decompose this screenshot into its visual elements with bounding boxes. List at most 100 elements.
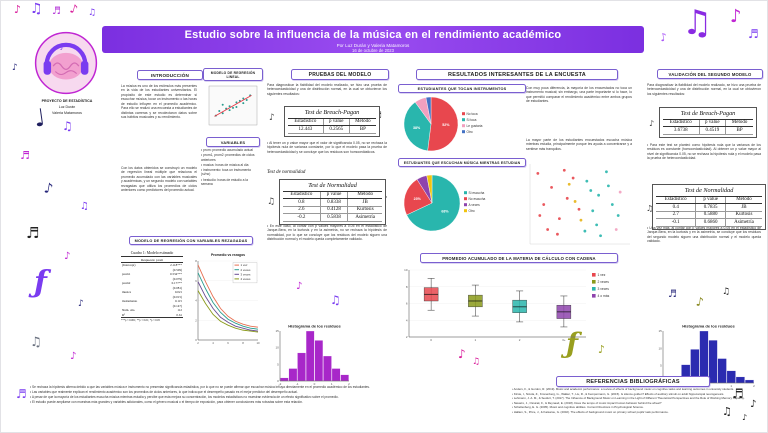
table-cell: JB bbox=[347, 198, 382, 207]
music-note-icon: ♬ bbox=[668, 289, 677, 300]
breusch-pagan-note: • Al tener un p value mayor que el valor… bbox=[267, 141, 387, 154]
intro-paragraph-1: La música es uno de los estímulos más pr… bbox=[121, 84, 197, 120]
svg-text:10: 10 bbox=[256, 341, 260, 345]
text-line: • Hallam, S., Price, J., & Katsarou, G. … bbox=[512, 409, 669, 414]
music-note-icon: ♪ bbox=[649, 119, 655, 128]
text-line: • musica: horas de música al día bbox=[201, 162, 249, 167]
calculus-average-boxplot: 2 4 6 8 10 0 1 2 3+ 1 vez 2 veces 3 veces 4 o más bbox=[398, 266, 634, 346]
table-row: R² 0.61 bbox=[121, 313, 183, 318]
table-cell: 112 bbox=[177, 308, 182, 313]
section-pill-validacion: VALIDACIÓN DEL SEGUNDO MODELO bbox=[657, 69, 763, 80]
table-header-row: Estadístico p value Método bbox=[663, 118, 753, 128]
svg-text:0: 0 bbox=[277, 379, 279, 383]
table-cell: 0.8338 bbox=[319, 198, 348, 207]
music-note-icon: ♫ bbox=[88, 8, 97, 18]
table-cell: (0.079) bbox=[172, 276, 182, 281]
svg-text:6: 6 bbox=[227, 341, 229, 345]
music-note-icon: ♫ bbox=[682, 3, 713, 43]
svg-text:6: 6 bbox=[406, 302, 408, 306]
table-cell: 0.4 bbox=[656, 203, 696, 212]
regression-table-response: Respuesta: prom bbox=[121, 256, 183, 264]
table-row: 0.8 0.8338 JB bbox=[283, 198, 382, 207]
instruments-pie-chart: 52% 38% No toca Sí toca Le gustaría Otro bbox=[400, 94, 514, 154]
svg-text:Otro: Otro bbox=[469, 209, 475, 213]
music-note-icon: ♪ bbox=[269, 113, 275, 123]
text-line: • El estudio puede ampliarse con muestra… bbox=[30, 400, 303, 405]
breusch-pagan-test-box-2: Test de Breuch-Pagan Estadístico p value M… bbox=[659, 107, 757, 139]
table-header-cell: p value bbox=[698, 118, 726, 128]
regression-table-title: Cuadro 1: Modelo estimado bbox=[130, 251, 174, 255]
music-note-icon: ♫ bbox=[30, 1, 43, 17]
svg-text:4: 4 bbox=[406, 318, 408, 322]
text-line: • instrumento: toca un instrumento (sí/n… bbox=[201, 168, 252, 177]
music-note-icon: ♪ bbox=[42, 180, 55, 198]
svg-text:1: 1 bbox=[331, 382, 333, 386]
references-block: • Anders, F., & Gordon, R. (2019). Music… bbox=[512, 387, 758, 415]
table-header-row: Estadístico p value Método bbox=[288, 117, 376, 127]
svg-text:68%: 68% bbox=[441, 209, 449, 213]
table-row: prom1 0.534*** bbox=[121, 272, 183, 277]
subsection-pill-instrumentos: ESTUDIANTES QUE TOCAN INSTRUMENTOS bbox=[398, 84, 526, 94]
svg-text:4 o más: 4 o más bbox=[598, 294, 610, 298]
table-row: 2.6 0.4128 Kurtosis bbox=[283, 206, 382, 215]
music-note-icon: ♪ bbox=[78, 299, 84, 309]
table-cell: 0.8 bbox=[283, 198, 321, 207]
intro-paragraph-2: Con los datos obtenidos se construyó un … bbox=[121, 166, 197, 193]
svg-text:4 veces: 4 veces bbox=[241, 277, 252, 281]
normality-title: Test de Normalidad bbox=[308, 182, 357, 189]
table-cell: 3.6738 bbox=[663, 126, 700, 135]
text-line: • Anders, F., & Gordon, R. (2019). Music… bbox=[512, 387, 735, 391]
table-cell: BP bbox=[725, 126, 753, 135]
svg-text:2: 2 bbox=[197, 341, 199, 345]
music-note-icon: ♬ bbox=[16, 387, 27, 401]
music-note-icon: ♫ bbox=[330, 293, 341, 307]
table-row: (0.509) bbox=[121, 268, 183, 273]
svg-text:2: 2 bbox=[195, 318, 197, 322]
section-pill-pruebas: PRUEBAS DEL MODELO bbox=[291, 69, 389, 81]
svg-text:5: 5 bbox=[660, 364, 662, 368]
normality-test-box: Test de Normalidad Estadístico p value Mét… bbox=[279, 179, 386, 226]
table-cell: Asimetría bbox=[347, 213, 382, 222]
music-note-icon: ♬ bbox=[26, 224, 40, 242]
svg-text:8: 8 bbox=[242, 341, 244, 345]
table-cell: 12.443 bbox=[288, 125, 324, 134]
svg-text:52%: 52% bbox=[442, 123, 450, 127]
table-row: (0.081) bbox=[121, 286, 183, 291]
residuals-histogram-1: Histograma de los residuos -2 -1 0 1 2 0 5 10 15 bbox=[269, 322, 351, 390]
breusch-pagan-table: Estadístico p value Método 12.443 0.2565 BP bbox=[288, 117, 376, 134]
table-cell: musica bbox=[122, 290, 132, 295]
svg-text:2 veces: 2 veces bbox=[598, 280, 610, 284]
music-note-icon: ♪ bbox=[14, 3, 22, 16]
regression-table-grid: (Intercept) 2.118*** (0.509) prom1 0.534***(… bbox=[121, 263, 183, 319]
music-note-icon: ♬ bbox=[748, 27, 759, 41]
text-line: • Navarro, J., Osiurak, F., & Reynaud, E… bbox=[512, 400, 662, 405]
music-note-icon: ♫ bbox=[267, 197, 276, 207]
music-note-icon: ♫ bbox=[472, 357, 481, 367]
table-row: 3.6738 0.4519 BP bbox=[663, 126, 753, 135]
text-line: • Schellenberg, E. G. (2005). Music and … bbox=[512, 405, 644, 410]
table-cell: 0.5880 bbox=[695, 211, 726, 220]
table-cell: 0.4128 bbox=[319, 206, 348, 215]
affiliation-block: PROYECTO DE ESTADÍSTICA Luz Durán Valeria … bbox=[20, 99, 114, 117]
table-row: (0.079) bbox=[121, 277, 183, 282]
table-row: musica 0.021 bbox=[121, 290, 183, 295]
svg-text:6: 6 bbox=[195, 279, 197, 283]
normality-heading: Test de normalidad bbox=[267, 170, 306, 175]
pruebas-intro-text: Para diagnosticar la fiabilidad del mode… bbox=[267, 83, 387, 96]
svg-text:10: 10 bbox=[658, 346, 662, 350]
table-cell: 0.7835 bbox=[695, 203, 726, 212]
table-header-cell: p value bbox=[695, 195, 726, 205]
music-note-icon: ♪ bbox=[296, 281, 303, 292]
svg-text:8: 8 bbox=[195, 259, 197, 263]
breusch-pagan-table-2: Estadístico p value Método 3.6738 0.4519 BP bbox=[663, 118, 753, 135]
svg-text:5: 5 bbox=[277, 362, 279, 366]
section-pill-regresion-lineal: MODELO DE REGRESIÓN LINEAL bbox=[203, 68, 263, 82]
table-header-cell: p value bbox=[322, 117, 350, 127]
table-cell: 0.61 bbox=[176, 312, 182, 317]
lagged-averages-line-chart: Promedio vs rezagos 0 2 4 6 8 2 4 6 8 10 1 vez 2 vec… bbox=[188, 251, 260, 348]
table-cell: 0.2565 bbox=[322, 125, 350, 134]
poster-byline: Por Luz Durán y Valeria Matamoros bbox=[336, 42, 410, 48]
table-cell: (0.015) bbox=[172, 294, 182, 299]
table-row: (Intercept) 2.118*** bbox=[121, 263, 183, 268]
